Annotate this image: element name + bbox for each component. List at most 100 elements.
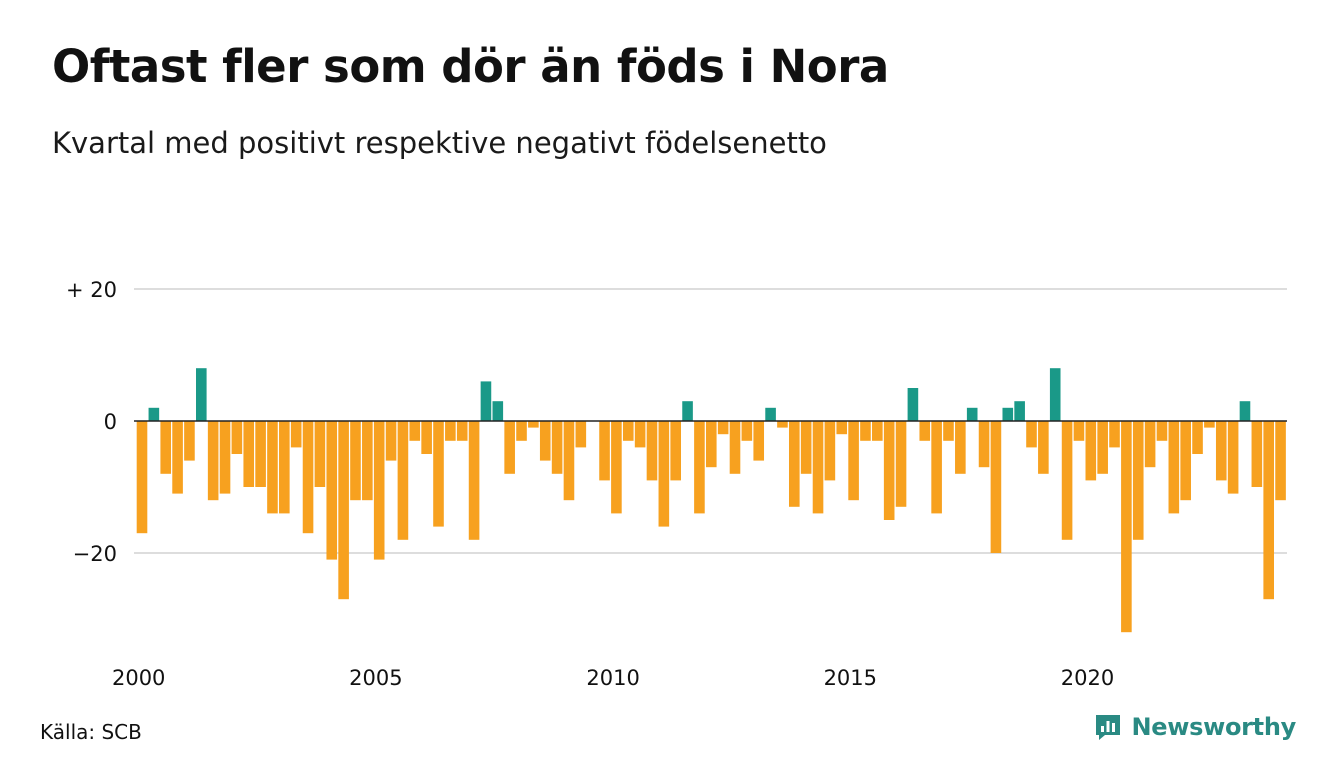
bar-negative <box>824 421 836 481</box>
bar-negative <box>1144 421 1156 468</box>
y-tick-label: + 20 <box>66 278 117 302</box>
bar-negative <box>1085 421 1097 481</box>
bar-negative <box>516 421 527 441</box>
y-tick-label: −20 <box>73 542 117 566</box>
bar-negative <box>1275 421 1286 501</box>
x-tick-label: 2010 <box>586 666 639 690</box>
bar-negative <box>1215 421 1227 481</box>
bar-negative <box>575 421 587 448</box>
bar-negative <box>800 421 812 474</box>
bar-negative <box>302 421 314 534</box>
bar-negative <box>528 421 539 428</box>
bar-negative <box>990 421 1002 553</box>
bar-negative <box>539 421 551 461</box>
bar-negative <box>1073 421 1085 441</box>
bar-negative <box>670 421 681 481</box>
bar-negative <box>421 421 432 454</box>
x-tick-label: 2005 <box>349 666 402 690</box>
bar-negative <box>326 421 338 560</box>
bar-positive <box>480 381 492 421</box>
bar-negative <box>563 421 575 501</box>
bar-negative <box>1180 421 1191 501</box>
bar-negative <box>1121 421 1132 633</box>
bar-negative <box>338 421 349 600</box>
bars <box>136 368 1286 633</box>
bar-negative <box>812 421 824 514</box>
source-note: Källa: SCB <box>40 720 142 744</box>
bar-positive <box>966 407 978 421</box>
bar-negative <box>456 421 468 441</box>
bar-positive <box>1049 368 1061 421</box>
bar-positive <box>907 388 919 421</box>
bar-negative <box>955 421 966 474</box>
newsworthy-logo-icon <box>1096 715 1121 740</box>
bar-negative <box>872 421 883 441</box>
bar-negative <box>1109 421 1120 448</box>
bar-positive <box>196 368 207 421</box>
brand-name: Newsworthy <box>1131 713 1296 741</box>
bar-negative <box>219 421 231 494</box>
bar-negative <box>919 421 931 441</box>
bar-negative <box>848 421 859 501</box>
bar-positive <box>1239 401 1251 421</box>
bar-positive <box>492 401 504 421</box>
bar-negative <box>729 421 741 474</box>
bar-negative <box>468 421 480 540</box>
bar-negative <box>231 421 243 454</box>
bar-chart: + 20 0 −20 2000 2005 2010 2015 2020 <box>66 278 1287 690</box>
bar-negative <box>1097 421 1108 474</box>
bar-negative <box>207 421 219 501</box>
bar-negative <box>1227 421 1239 494</box>
bar-positive <box>148 407 160 421</box>
bar-negative <box>433 421 444 527</box>
bar-negative <box>836 421 848 435</box>
bar-negative <box>789 421 800 507</box>
bar-negative <box>385 421 397 461</box>
bar-negative <box>1263 421 1274 600</box>
x-tick-label: 2000 <box>112 666 165 690</box>
bar-negative <box>622 421 634 441</box>
bar-negative <box>1038 421 1049 474</box>
bar-negative <box>279 421 290 514</box>
x-tick-label: 2020 <box>1061 666 1114 690</box>
chart-subtitle: Kvartal med positivt respektive negativt… <box>52 126 827 160</box>
bar-negative <box>1204 421 1215 428</box>
bar-negative <box>931 421 942 514</box>
bar-negative <box>267 421 278 514</box>
bar-negative <box>658 421 670 527</box>
x-tick-label: 2015 <box>824 666 877 690</box>
bar-negative <box>978 421 990 468</box>
chart-title: Oftast fler som dör än föds i Nora <box>52 40 889 93</box>
bar-negative <box>694 421 705 514</box>
bar-negative <box>1192 421 1203 454</box>
bar-negative <box>445 421 456 441</box>
bar-positive <box>1002 407 1014 421</box>
bar-negative <box>705 421 717 468</box>
axis-labels: + 20 0 −20 2000 2005 2010 2015 2020 <box>66 278 1287 690</box>
bar-negative <box>895 421 907 507</box>
bar-negative <box>611 421 622 514</box>
bar-negative <box>1168 421 1180 514</box>
y-tick-label: 0 <box>104 410 117 434</box>
bar-negative <box>362 421 373 501</box>
bar-negative <box>160 421 172 474</box>
bar-negative <box>551 421 563 474</box>
bar-negative <box>504 421 515 474</box>
bar-negative <box>1061 421 1073 540</box>
bar-negative <box>860 421 871 441</box>
bar-negative <box>741 421 753 441</box>
bar-negative <box>314 421 326 487</box>
bar-negative <box>243 421 255 487</box>
bar-negative <box>290 421 302 448</box>
bar-negative <box>883 421 895 520</box>
bar-negative <box>1026 421 1037 448</box>
bar-negative <box>136 421 148 534</box>
bar-positive <box>1014 401 1025 421</box>
bar-negative <box>1156 421 1168 441</box>
bar-negative <box>255 421 266 487</box>
bar-negative <box>373 421 385 560</box>
bar-negative <box>646 421 658 481</box>
bar-negative <box>1132 421 1144 540</box>
brand[interactable]: Newsworthy <box>1093 712 1296 742</box>
bar-negative <box>777 421 788 428</box>
